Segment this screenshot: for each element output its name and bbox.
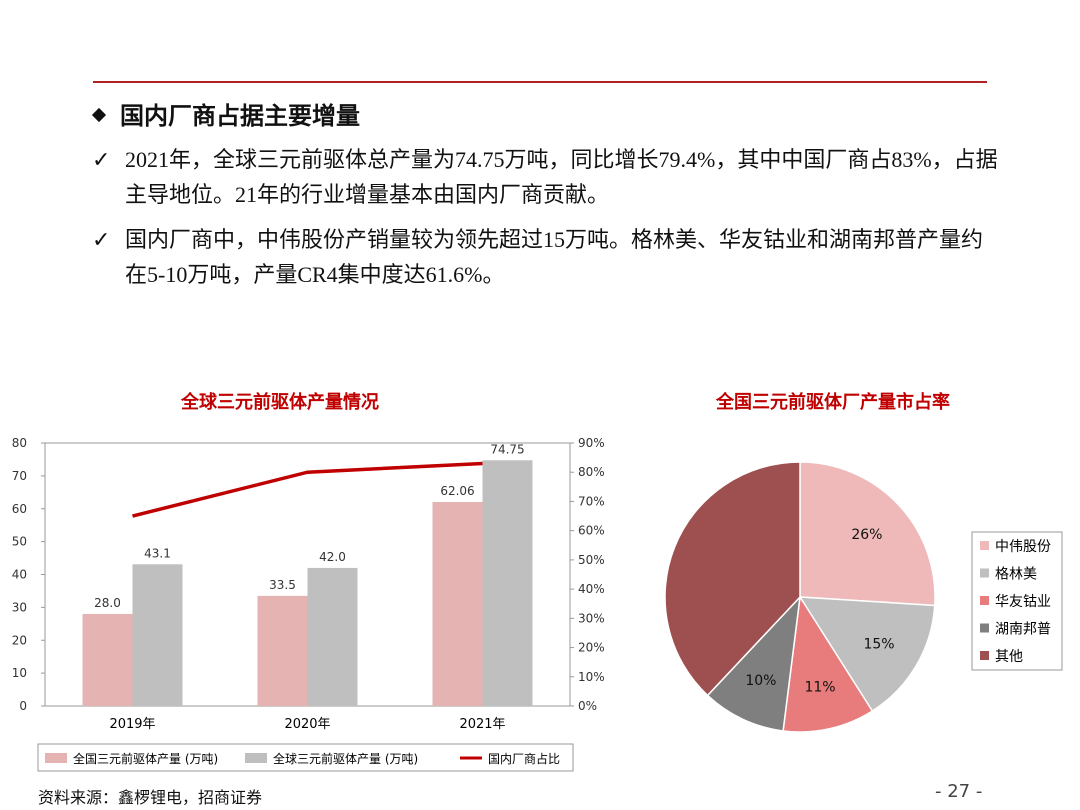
y2-tick-label: 0% — [578, 699, 597, 713]
legend-label: 全国三元前驱体产量 (万吨) — [73, 751, 218, 766]
chart-title: 全球三元前驱体产量情况 — [180, 391, 379, 413]
legend-box — [37, 743, 574, 772]
x-tick-label: 2019年 — [109, 717, 155, 732]
legend-swatch — [980, 541, 989, 550]
bar — [432, 501, 483, 706]
y-tick-label: 60 — [12, 502, 27, 516]
legend-label: 华友钴业 — [995, 594, 1051, 610]
x-tick-label: 2021年 — [459, 717, 505, 732]
legend-label: 湖南邦普 — [995, 622, 1051, 638]
bar — [132, 564, 183, 706]
heading: 国内厂商占据主要增量 — [88, 96, 360, 131]
y-tick-label: 10 — [12, 666, 27, 680]
y2-tick-label: 50% — [578, 553, 605, 567]
legend-label: 全球三元前驱体产量 (万吨) — [273, 751, 418, 766]
data-label: 33.5 — [269, 578, 296, 592]
y2-tick-label: 80% — [578, 465, 605, 479]
y-tick-label: 0 — [19, 699, 27, 713]
data-label: 74.75 — [490, 442, 524, 456]
y2-tick-label: 20% — [578, 641, 605, 655]
bullet-text: 国内厂商中，中伟股份产销量较为领先超过15万吨。格林美、华友钴业和湖南邦普产量约… — [125, 227, 984, 287]
bullet-text: 2021年，全球三元前驱体总产量为74.75万吨，同比增长79.4%，其中中国厂… — [125, 147, 998, 207]
bullet: ✓ 2021年，全球三元前驱体总产量为74.75万吨，同比增长79.4%，其中中国… — [92, 142, 1002, 212]
data-label: 26% — [851, 527, 882, 543]
pie-slice — [706, 594, 802, 732]
data-label: 15% — [863, 637, 894, 653]
y2-tick-label: 10% — [578, 670, 605, 684]
legend-label: 格林美 — [995, 567, 1037, 583]
legend-swatch — [45, 753, 67, 763]
pie-slice — [799, 461, 936, 607]
legend-label: 其他 — [995, 649, 1023, 665]
y-tick-label: 70 — [12, 469, 27, 483]
y-tick-label: 50 — [12, 535, 27, 549]
y-tick-label: 30 — [12, 600, 27, 614]
legend-label: 中伟股份 — [995, 539, 1051, 555]
pie-slice — [664, 461, 801, 697]
data-label: 62.06 — [440, 484, 474, 498]
pie-slice — [798, 596, 936, 713]
data-label: 43.1 — [144, 546, 171, 560]
legend-swatch — [980, 596, 989, 605]
bar — [307, 567, 358, 706]
legend-swatch — [980, 568, 989, 578]
y-tick-label: 20 — [12, 633, 27, 647]
y-tick-label: 40 — [12, 568, 27, 582]
chart-title: 全国三元前驱体厂产量市占率 — [715, 391, 950, 413]
y2-tick-label: 40% — [578, 582, 605, 596]
y2-tick-label: 30% — [578, 611, 605, 625]
bar — [257, 595, 308, 706]
legend-swatch — [980, 623, 989, 633]
legend-swatch — [980, 651, 989, 660]
pie-slice — [782, 594, 874, 733]
line — [132, 461, 483, 518]
bar — [82, 613, 133, 706]
y2-tick-label: 90% — [578, 436, 605, 450]
y2-tick-label: 60% — [578, 524, 605, 538]
legend-label: 国内厂商占比 — [488, 751, 560, 766]
data-label: 10% — [745, 673, 776, 689]
data-label: 11% — [804, 680, 835, 696]
data-label: 28.0 — [94, 596, 121, 610]
source: 资料来源：鑫椤锂电，招商证券 — [38, 790, 263, 807]
data-label: 42.0 — [319, 550, 346, 564]
bar — [482, 460, 533, 706]
heading-text: 国内厂商占据主要增量 — [120, 104, 360, 130]
bullet: ✓ 国内厂商中，中伟股份产销量较为领先超过15万吨。格林美、华友钴业和湖南邦普产量… — [92, 222, 1002, 292]
y2-tick-label: 70% — [578, 494, 605, 508]
page-number: - 27 - — [935, 781, 983, 802]
legend-box — [971, 531, 1063, 671]
x-tick-label: 2020年 — [284, 717, 330, 732]
top-rule — [93, 81, 987, 83]
legend-swatch — [245, 753, 267, 763]
y-tick-label: 80 — [12, 436, 27, 450]
